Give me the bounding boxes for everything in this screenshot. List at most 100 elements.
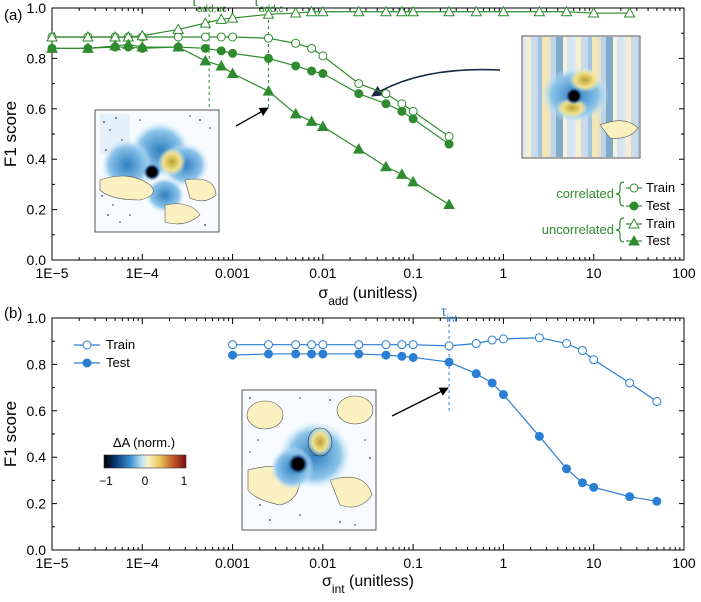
panel-b-x-tick-labels: 1E−5 1E−4 0.001 0.01 0.1 1 10 100 [35,555,695,571]
data-point [263,33,273,43]
x-tick-label: 1E−4 [126,555,159,571]
data-point [307,43,317,53]
data-point [46,30,58,42]
panel-a-label: (a) [4,7,22,24]
data-point [228,350,238,360]
data-point [589,482,599,492]
data-point [199,17,212,28]
data-point [262,8,275,19]
data-point [354,340,364,350]
colorbar-tick-max: 1 [181,474,188,488]
data-point [215,59,228,71]
data-point [497,5,510,17]
panel-b-legend: Train Test [74,337,135,370]
data-point [318,51,328,61]
data-point [318,349,328,359]
data-point [577,345,587,355]
y-tick-label: 0.6 [27,403,47,419]
x-tick-label: 1 [500,265,508,281]
data-point [318,340,328,350]
y-tick-label: 0.4 [27,449,47,465]
data-point [228,32,238,42]
data-point [397,106,407,116]
y-tick-label: 1.0 [27,310,47,326]
data-point [228,340,238,350]
data-point [216,32,226,42]
data-point [652,397,662,407]
colorbar-tick-min: −1 [99,474,113,488]
legend-group-uncorrelated: uncorrelated [542,222,614,237]
threshold-symbol: τ [191,0,197,9]
data-point [289,7,302,18]
data-point [173,32,183,42]
data-point [587,7,600,18]
panel-a-y-axis-label: F1 score [1,101,20,167]
data-point [200,43,210,53]
data-point [577,478,587,488]
data-point [408,352,418,362]
legend-marker [628,217,640,229]
data-point [307,340,317,350]
x-tick-label: 0.1 [403,555,423,571]
y-tick-label: 0.8 [27,50,47,66]
data-point [487,335,497,345]
panel-a-series [46,5,636,210]
data-point [354,79,364,89]
x-tick-label: 1E−4 [126,265,159,281]
data-point [200,32,210,42]
y-tick-label: 0.0 [27,252,47,268]
panel-a-y-tick-labels: 0.0 0.2 0.4 0.6 0.8 1.0 [27,0,47,268]
data-point [397,340,407,350]
y-tick-label: 0.4 [27,151,47,167]
data-point [354,349,364,359]
inset-stripe [523,37,526,157]
data-point [317,120,329,131]
y-tick-label: 0.2 [27,202,47,218]
x-tick-label: 0.001 [215,265,250,281]
data-point [397,99,407,109]
legend-entry-train-uncorrelated: Train [646,216,675,231]
x-tick-label: 0.001 [215,555,250,571]
legend-marker [629,183,639,193]
data-point [291,349,301,359]
data-point [352,5,365,17]
legend-marker [629,201,639,211]
colorbar-gradient [103,454,187,469]
data-point [408,340,418,350]
data-point [226,67,239,79]
data-point [407,175,419,187]
panel-b: (b) 0.0 0.2 0.4 0.6 0.8 1.0 1E−5 1E−4 0.001 0.01… [1,303,696,596]
legend-entry-test-correlated: Test [646,198,670,213]
data-point [625,378,635,388]
legend-marker [82,358,92,368]
data-point [443,198,455,210]
inset-stripe [613,37,617,157]
data-point [533,5,546,17]
legend-entry-test-uncorrelated: Test [646,233,670,248]
threshold-label: τint [441,303,457,325]
data-point [623,7,636,18]
data-point [291,38,301,48]
x-tick-label: 100 [672,265,696,281]
data-point [199,54,212,66]
data-point [136,29,149,41]
data-point [262,85,275,96]
y-tick-label: 0.8 [27,356,47,372]
data-point [470,5,483,17]
data-point [172,23,185,34]
panel-a-x-tick-labels: 1E−5 1E−4 0.001 0.01 0.1 1 10 100 [35,265,695,281]
legend-bracket-uncorrelated [615,217,625,243]
y-tick-label: 0.6 [27,101,47,117]
inset-stripe [606,37,613,157]
x-tick-label: 10 [586,555,602,571]
arrow-to-correlated-curve [371,68,501,97]
data-point [534,333,544,343]
data-point [562,339,572,349]
data-point [109,39,121,51]
panel-b-thresholds: τint [441,303,457,411]
data-point [652,496,662,506]
data-point [443,5,455,17]
data-point [82,30,94,42]
legend-group-correlated: correlated [556,186,614,201]
colorbar-label: ΔA (norm.) [113,435,175,450]
